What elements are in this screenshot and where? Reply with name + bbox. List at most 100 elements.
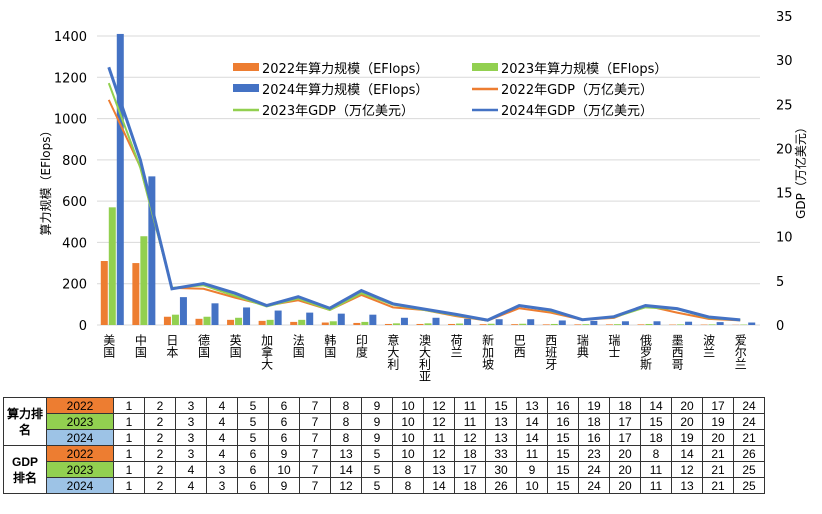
bar <box>527 319 535 325</box>
bar <box>100 261 108 325</box>
rank-cell: 21 <box>702 461 734 478</box>
table-row: 2023 1 2 4 3 6 10 7 14 5 8 13 17 30 9 15 24 20 11 12 21 25 <box>4 461 765 478</box>
year-cell: 2022 <box>46 397 114 414</box>
rank-cell: 10 <box>268 461 300 478</box>
rank-cell: 18 <box>640 429 672 446</box>
rank-cell: 15 <box>547 461 579 478</box>
group-label: 算力排名 <box>3 397 47 446</box>
x-tick-label: 美国 <box>102 334 116 358</box>
rank-cell: 17 <box>454 461 486 478</box>
legend-swatch <box>233 84 259 92</box>
rank-cell: 17 <box>609 413 641 430</box>
bar <box>495 319 503 325</box>
bar <box>590 320 598 325</box>
year-cell: 2024 <box>46 429 114 446</box>
bar <box>400 317 408 325</box>
rank-cell: 8 <box>330 429 362 446</box>
bar <box>171 314 179 325</box>
bar <box>708 324 716 325</box>
rank-cell: 13 <box>671 477 703 494</box>
rank-cell: 14 <box>423 477 455 494</box>
bar <box>392 323 400 325</box>
rank-cell: 20 <box>671 397 703 414</box>
rank-cell: 11 <box>454 413 486 430</box>
bar <box>369 314 377 325</box>
rank-cell: 9 <box>361 429 393 446</box>
rank-cell: 16 <box>547 397 579 414</box>
bar <box>677 324 685 325</box>
bar <box>116 33 124 325</box>
x-tick-label: 加拿大 <box>260 334 274 370</box>
rank-cell: 18 <box>454 445 486 462</box>
y2-axis-label: GDP（万亿美元） <box>793 121 808 219</box>
x-tick-label: 爱尔兰 <box>733 334 747 370</box>
rank-cell: 17 <box>609 429 641 446</box>
y-tick-label: 400 <box>62 236 87 251</box>
rank-cell: 2 <box>144 429 176 446</box>
rank-cell: 4 <box>206 445 238 462</box>
y-tick-label: 0 <box>79 319 87 334</box>
y-tick-label: 800 <box>62 154 87 169</box>
table-row: 算力排名 2022 1 2 3 4 5 6 7 8 9 10 12 11 15 13 16 19 18 14 20 17 2… <box>3 397 765 446</box>
x-tick-label: 澳大利亚 <box>418 334 432 382</box>
x-tick-label: 德国 <box>197 333 211 358</box>
rank-cell: 2 <box>144 445 176 462</box>
rank-cell: 9 <box>268 477 300 494</box>
rank-cell: 15 <box>485 397 517 414</box>
bar <box>211 303 219 325</box>
rank-cell: 26 <box>733 445 765 462</box>
x-tick-label: 韩国 <box>323 333 337 358</box>
rank-cell: 2 <box>144 461 176 478</box>
bar <box>306 312 314 325</box>
rank-cell: 9 <box>361 397 393 414</box>
rank-cell: 3 <box>206 477 238 494</box>
rank-cell: 12 <box>454 429 486 446</box>
rank-cell: 1 <box>113 413 145 430</box>
rank-cell: 10 <box>392 397 424 414</box>
x-tick-label: 波兰 <box>702 334 716 358</box>
rank-cell: 6 <box>268 429 300 446</box>
rank-cell: 20 <box>702 429 734 446</box>
rank-cell: 12 <box>423 413 455 430</box>
rank-cell: 2 <box>144 477 176 494</box>
y-tick-label: 1200 <box>54 71 87 86</box>
y-tick-label: 200 <box>62 278 87 293</box>
bar <box>163 316 171 325</box>
rank-cell: 12 <box>423 397 455 414</box>
x-tick-label: 瑞典 <box>575 334 589 358</box>
rank-cell: 21 <box>702 477 734 494</box>
table-row: GDP排名 2022 1 2 3 4 6 9 7 13 5 10 12 18 33 11 15 23 20 8 14 21… <box>3 445 765 494</box>
rank-cell: 7 <box>299 477 331 494</box>
rank-cell: 10 <box>392 445 424 462</box>
year-cell: 2022 <box>46 445 114 462</box>
rank-cell: 15 <box>547 429 579 446</box>
bar <box>685 321 693 325</box>
rank-cell: 6 <box>237 477 269 494</box>
table-row: 2023 1 2 3 4 5 6 7 8 9 10 12 11 13 14 16 18 17 15 20 19 24 <box>4 413 765 430</box>
bar <box>456 323 464 325</box>
bar <box>558 320 566 325</box>
rank-cell: 18 <box>578 413 610 430</box>
x-tick-label: 巴西 <box>512 334 526 358</box>
rank-cell: 18 <box>609 397 641 414</box>
rank-cell: 13 <box>423 461 455 478</box>
bar <box>179 297 187 325</box>
bar <box>298 319 306 325</box>
bar <box>653 321 661 325</box>
bar <box>511 324 519 325</box>
x-tick-label: 荷兰 <box>449 334 463 358</box>
rank-cell: 20 <box>609 461 641 478</box>
rank-cell: 5 <box>361 477 393 494</box>
rank-cell: 19 <box>702 413 734 430</box>
rank-cell: 14 <box>671 445 703 462</box>
bar <box>321 322 329 325</box>
rank-cell: 11 <box>516 445 548 462</box>
table-row: 2024 1 2 3 4 5 6 7 8 9 10 11 12 13 14 15 16 17 18 19 20 21 <box>4 429 765 446</box>
bar <box>132 263 140 325</box>
bar <box>574 324 582 325</box>
bar <box>384 323 392 325</box>
rank-cell: 15 <box>547 477 579 494</box>
bar <box>203 316 211 325</box>
rank-cell: 5 <box>361 461 393 478</box>
x-tick-label: 俄罗斯 <box>639 334 653 371</box>
